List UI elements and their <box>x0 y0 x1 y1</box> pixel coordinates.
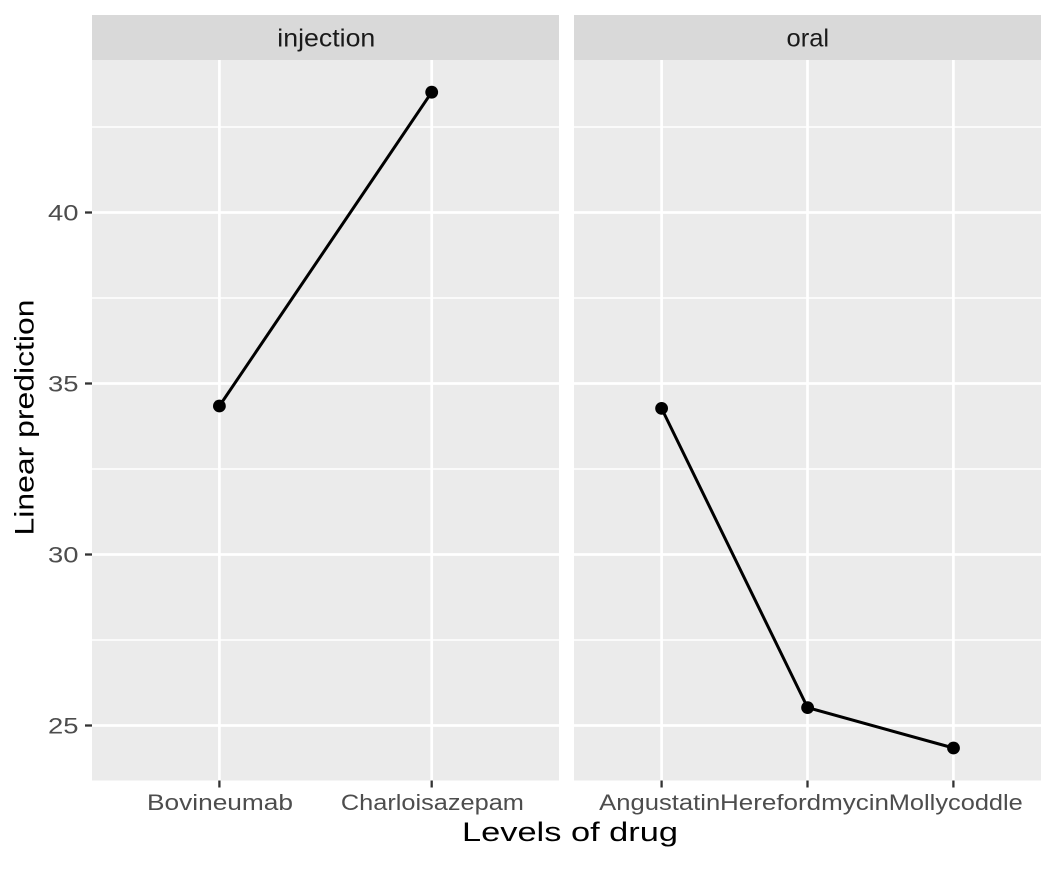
svg-text:oral: oral <box>787 25 830 53</box>
svg-text:Linear prediction: Linear prediction <box>10 300 40 536</box>
svg-text:Charloisazepam: Charloisazepam <box>341 790 524 815</box>
svg-text:35: 35 <box>48 371 79 396</box>
svg-text:injection: injection <box>277 25 375 53</box>
svg-text:Angustatin: Angustatin <box>599 790 720 815</box>
svg-text:40: 40 <box>48 200 79 225</box>
svg-text:30: 30 <box>48 542 79 567</box>
svg-text:25: 25 <box>48 713 79 738</box>
svg-text:Herefordmycin: Herefordmycin <box>720 790 889 815</box>
svg-text:Mollycoddle: Mollycoddle <box>889 790 1023 815</box>
svg-text:Bovineumab: Bovineumab <box>147 790 293 815</box>
svg-text:Levels of drug: Levels of drug <box>462 817 678 847</box>
